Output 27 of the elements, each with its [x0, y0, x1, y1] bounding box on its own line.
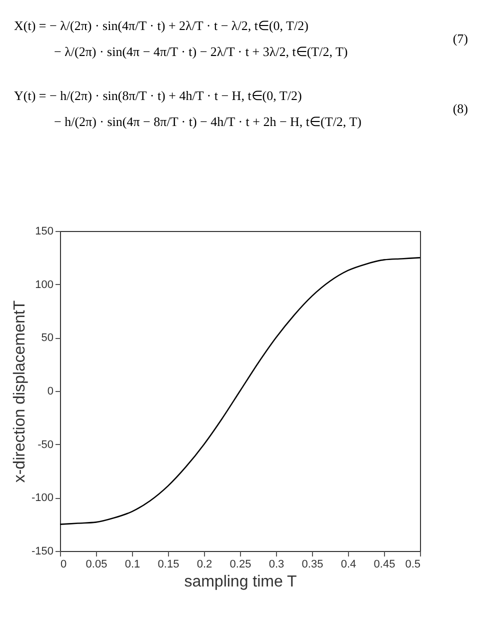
x-tick-label: 0.3 [268, 558, 284, 570]
text: − h/(2π) · sin(4π − 8π/T · t) − 4h/T · t + 2h − H, t∈(T/2, T) [53, 114, 362, 130]
x-tick-label: 0.35 [302, 558, 324, 570]
y-tick-label: 50 [41, 332, 54, 344]
text: (8) [452, 101, 468, 117]
x-tick-label: 0 [60, 558, 67, 570]
x-tick-label: 0.05 [86, 558, 108, 570]
text: − λ/(2π) · sin(4π − 4π/T · t) − 2λ/T · t + 3λ/2, t∈(T/2, T) [53, 44, 349, 60]
y-tick-label: 100 [35, 278, 54, 291]
y-tick-label: -150 [31, 546, 54, 558]
x-tick-label: 0.2 [196, 558, 212, 570]
x-tick-label: 0.45 [374, 558, 396, 570]
text: (7) [452, 31, 468, 47]
x-tick-label: 0.25 [230, 558, 252, 570]
y-axis-title: x-direction displacementT [11, 300, 28, 483]
line-series [59, 257, 421, 525]
x-tick-label: 0.5 [405, 558, 420, 570]
y-tick-label: -50 [38, 438, 54, 451]
y-tick-label: 0 [47, 386, 54, 398]
x-tick-label: 0.4 [340, 558, 356, 570]
text: X(t) = − λ/(2π) · sin(4π/T · t) + 2λ/T · t − λ/2, t∈(0, T/2) [14, 18, 310, 34]
text: Y(t) = − h/(2π) · sin(8π/T · t) + 4h/T · t − H, t∈(0, T/2) [14, 88, 303, 104]
x-tick-label: 0.15 [158, 558, 180, 570]
y-tick-label: -100 [31, 492, 54, 504]
x-axis-title: sampling time T [184, 574, 298, 590]
x-tick-label: 0.1 [124, 558, 140, 570]
y-tick-label: 150 [35, 226, 54, 238]
